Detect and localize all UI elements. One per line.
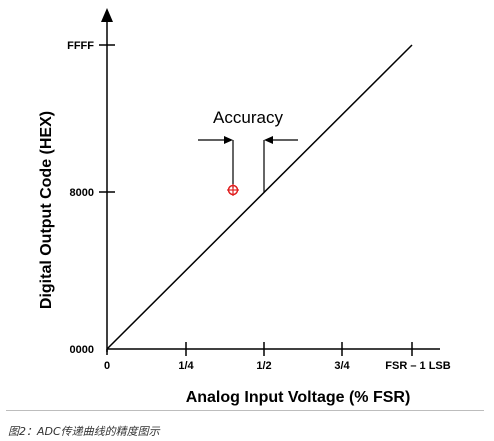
x-tick-label-0: 0 [104, 360, 110, 372]
x-axis-title: Analog Input Voltage (% FSR) [186, 389, 411, 406]
x-tick-label-half: 1/2 [256, 360, 271, 372]
x-tick-label-fsr: FSR – 1 LSB [385, 360, 450, 372]
caption-divider [6, 410, 484, 411]
measured-point-marker [227, 184, 239, 196]
x-tick-label-three-quarter: 3/4 [334, 360, 350, 372]
y-axis-arrow [101, 8, 113, 22]
accuracy-label: Accuracy [213, 108, 283, 127]
y-tick-label-0000: 0000 [70, 344, 94, 356]
x-tick-label-quarter: 1/4 [178, 360, 194, 372]
figure-caption: 图2：ADC传递曲线的精度图示 [8, 425, 160, 438]
transfer-line [106, 44, 413, 350]
accuracy-arrowhead-right [264, 136, 273, 144]
y-tick-label-8000: 8000 [70, 187, 94, 199]
y-axis-title: Digital Output Code (HEX) [38, 111, 55, 309]
accuracy-arrowhead-left [224, 136, 233, 144]
y-tick-label-ffff: FFFF [67, 40, 94, 52]
